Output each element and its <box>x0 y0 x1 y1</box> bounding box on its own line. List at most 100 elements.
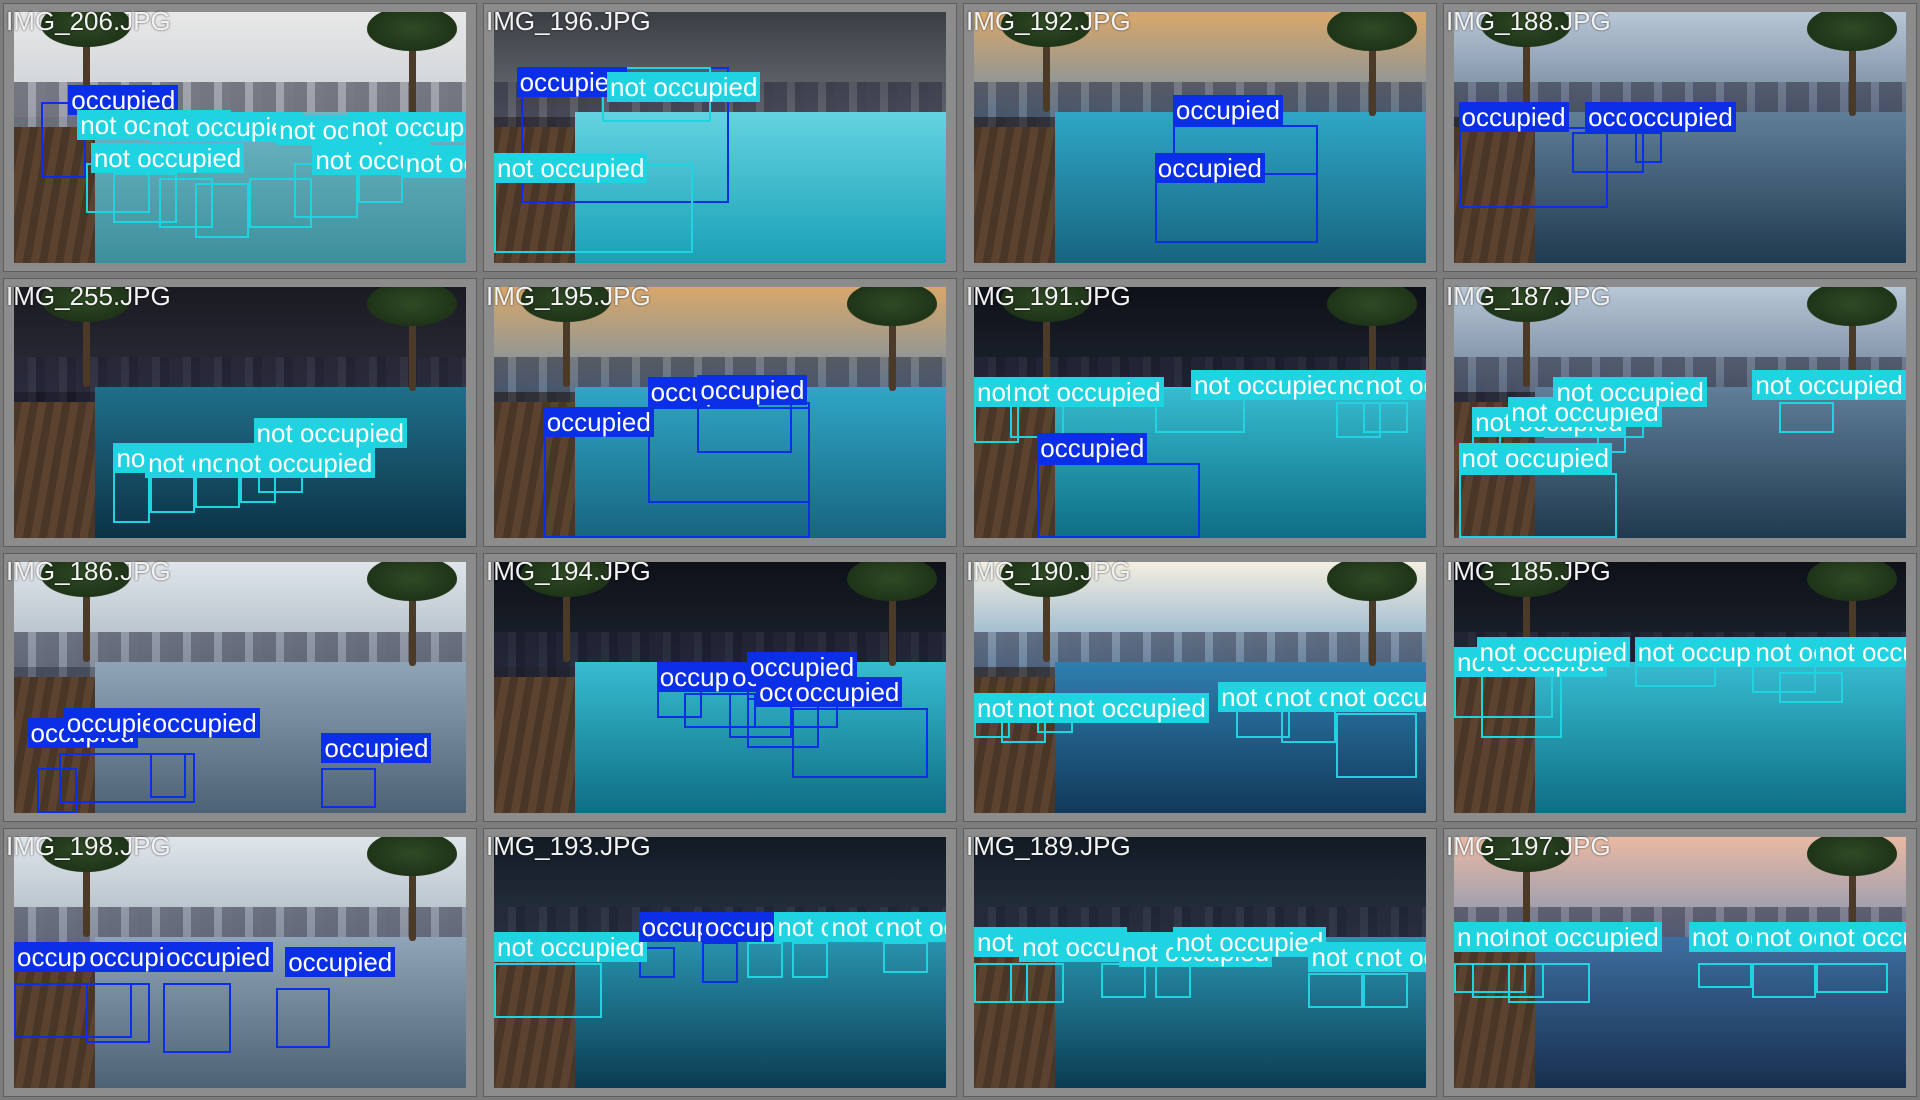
not-occupied-label: not occupied <box>1362 369 1426 400</box>
not-occupied-bounding-box <box>792 942 829 978</box>
palm-tree <box>41 12 132 112</box>
image-filename: IMG_196.JPG <box>486 6 651 36</box>
not-occupied-bounding-box <box>1458 472 1617 538</box>
not-occupied-bounding-box <box>1752 962 1816 998</box>
occupied-label: occupied <box>1625 102 1736 133</box>
photo-pool <box>1055 112 1426 263</box>
not-occupied-bounding-box <box>113 172 177 223</box>
not-occupied-bounding-box <box>1362 972 1408 1008</box>
not-occupied-label: not occupied <box>1553 377 1707 408</box>
image-filename: IMG_195.JPG <box>486 281 651 311</box>
palm-tree <box>1481 12 1572 112</box>
image-filename: IMG_198.JPG <box>6 831 171 861</box>
not-occupied-bounding-box <box>149 472 195 513</box>
not-occupied-label: not occupied <box>494 152 648 183</box>
not-occupied-bounding-box <box>1308 972 1363 1008</box>
palm-tree <box>41 837 132 937</box>
palm-tree <box>41 287 132 387</box>
photo-pool <box>1535 937 1906 1088</box>
not-occupied-bounding-box <box>1281 707 1336 743</box>
occupied-label: occupied <box>1458 102 1569 133</box>
not-occupied-label: not occupied <box>1362 942 1426 973</box>
image-filename: IMG_186.JPG <box>6 556 171 586</box>
image-filename: IMG_194.JPG <box>486 556 651 586</box>
not-occupied-label: not occupied <box>494 932 648 963</box>
occupied-label: occupied <box>543 407 654 438</box>
occupied-bounding-box <box>1154 172 1318 243</box>
photo-pool <box>1535 662 1906 813</box>
result-tile[interactable]: occupied occupied IMG_192.JPG <box>963 3 1437 272</box>
palm-tree <box>1001 287 1092 387</box>
not-occupied-label: not occupied <box>1458 442 1612 473</box>
not-occupied-bounding-box <box>494 962 603 1018</box>
occupied-bounding-box <box>638 947 675 978</box>
palm-tree <box>1481 562 1572 662</box>
occupied-label: occupied <box>747 652 858 683</box>
not-occupied-bounding-box <box>249 177 313 228</box>
palm-tree <box>366 287 457 391</box>
result-tile[interactable]: occupiedoccupiedoccupiedoccupiedoccupied… <box>483 553 957 822</box>
result-tile[interactable]: occupied occupied occupied occupied IMG_198.… <box>3 828 477 1097</box>
not-occupied-label: not occupied <box>1815 922 1906 953</box>
not-occupied-label: not occupied <box>1326 682 1426 713</box>
palm-tree <box>1001 12 1092 112</box>
occupied-bounding-box <box>321 767 376 808</box>
result-tile[interactable]: not occupied not occupied not occupied occu… <box>963 278 1437 547</box>
palm-tree <box>1326 287 1417 391</box>
pool-photo: occupied not occupied not occupied not occu… <box>14 12 466 263</box>
occupied-label: occupied <box>516 67 627 98</box>
occupied-bounding-box <box>1634 132 1662 163</box>
photo-pool <box>575 112 946 263</box>
result-tile[interactable]: occupiedoccupiedoccupiedoccupiedIMG_186.… <box>3 553 477 822</box>
not-occupied-label: not occupied <box>1752 369 1906 400</box>
palm-tree <box>521 287 612 387</box>
result-tile[interactable]: occupied not occupied not occupied not occu… <box>3 3 477 272</box>
not-occupied-bounding-box <box>1508 962 1590 1003</box>
palm-tree <box>1806 12 1897 116</box>
not-occupied-label: not occupied <box>402 147 466 178</box>
occupied-label: occupied <box>321 732 432 763</box>
occupied-label: occupied <box>285 947 396 978</box>
not-occupied-label: not occupied <box>1172 927 1327 958</box>
image-filename: IMG_192.JPG <box>966 6 1131 36</box>
not-occupied-bounding-box <box>974 962 1029 1003</box>
not-occupied-label: not occupied <box>1476 637 1631 668</box>
image-filename: IMG_206.JPG <box>6 6 171 36</box>
palm-tree <box>1481 287 1572 387</box>
palm-tree <box>366 562 457 666</box>
palm-tree <box>521 562 612 662</box>
not-occupied-label: not occupied <box>1815 637 1906 668</box>
not-occupied-bounding-box <box>1362 402 1408 433</box>
not-occupied-bounding-box <box>1154 962 1191 998</box>
occupied-bounding-box <box>1571 132 1644 173</box>
occupied-bounding-box <box>276 987 331 1048</box>
not-occupied-bounding-box <box>1335 712 1417 778</box>
occupied-label: occupied <box>149 707 260 738</box>
photo-pool <box>1535 112 1906 263</box>
result-tile[interactable]: occupied not occupied not occupied IMG_196.… <box>483 3 957 272</box>
palm-tree <box>1326 562 1417 666</box>
not-occupied-bounding-box <box>1779 402 1834 433</box>
not-occupied-label: not occupied <box>348 112 466 143</box>
palm-tree <box>846 562 937 666</box>
occupied-label: occupied <box>1154 152 1265 183</box>
occupied-label: occupied <box>1037 432 1148 463</box>
pool-photo: occupied occupied <box>974 12 1426 263</box>
palm-tree <box>366 12 457 116</box>
not-occupied-bounding-box <box>1779 672 1843 703</box>
image-filename: IMG_197.JPG <box>1446 831 1611 861</box>
not-occupied-bounding-box <box>1698 962 1753 988</box>
not-occupied-bounding-box <box>1100 962 1146 998</box>
